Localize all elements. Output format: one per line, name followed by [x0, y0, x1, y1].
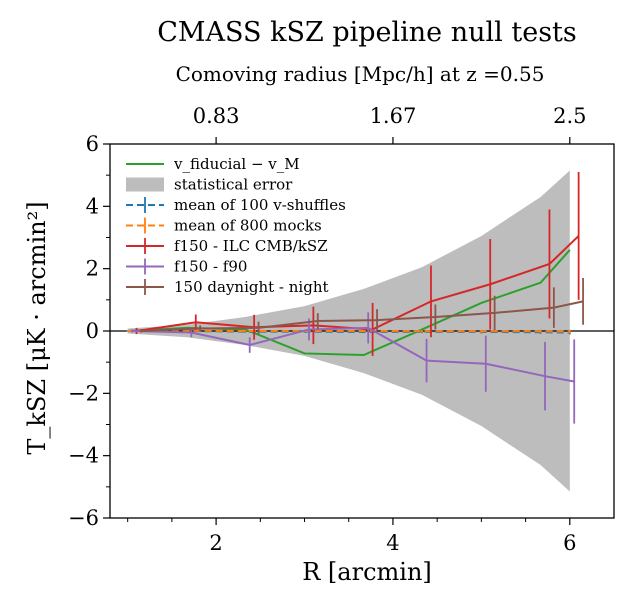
- chart-title: CMASS kSZ pipeline null tests: [157, 17, 577, 48]
- y-tick-label: 0: [86, 319, 99, 343]
- x-axis-label: R [arcmin]: [302, 558, 432, 586]
- y-axis-label: T_kSZ [μK · arcmin²]: [23, 201, 51, 454]
- legend-entry: f150 - ILC CMB/kSZ: [174, 237, 328, 255]
- plot-area: 2 4 6 0.83 1.67 2.5 −6 −4 −2 0 2 4 6 v_fiducial − v_M…: [68, 104, 615, 555]
- top-tick-label: 0.83: [193, 104, 240, 128]
- series-line: [140, 300, 584, 332]
- series-line: [127, 329, 570, 333]
- y-tick-label: 4: [86, 194, 99, 218]
- legend-swatch: [126, 177, 164, 192]
- top-axis-label: Comoving radius [Mpc/h] at z =0.55: [176, 62, 545, 86]
- legend-entry: statistical error: [174, 176, 293, 194]
- legend-entry: 150 daynight - night: [174, 278, 329, 296]
- x-tick-label: 2: [209, 531, 222, 555]
- y-tick-label: −6: [68, 506, 99, 530]
- legend: v_fiducial − v_M statistical error mean of…: [126, 155, 346, 296]
- top-tick-label: 2.5: [553, 104, 586, 128]
- legend-entry: mean of 800 mocks: [174, 217, 322, 235]
- y-tick-label: −2: [68, 381, 99, 405]
- y-tick-label: −4: [68, 444, 99, 468]
- y-tick-label: 6: [86, 132, 99, 156]
- series-5: [140, 278, 584, 335]
- legend-entry: f150 - f90: [174, 258, 247, 276]
- series-line: [132, 326, 575, 383]
- top-tick-label: 1.67: [370, 104, 417, 128]
- legend-entry: v_fiducial − v_M: [173, 155, 300, 173]
- legend-entry: mean of 100 v-shuffles: [174, 196, 346, 214]
- x-tick-label: 6: [563, 531, 576, 555]
- x-tick-label: 4: [386, 531, 399, 555]
- series-4: [131, 312, 576, 424]
- y-tick-label: 2: [86, 257, 99, 281]
